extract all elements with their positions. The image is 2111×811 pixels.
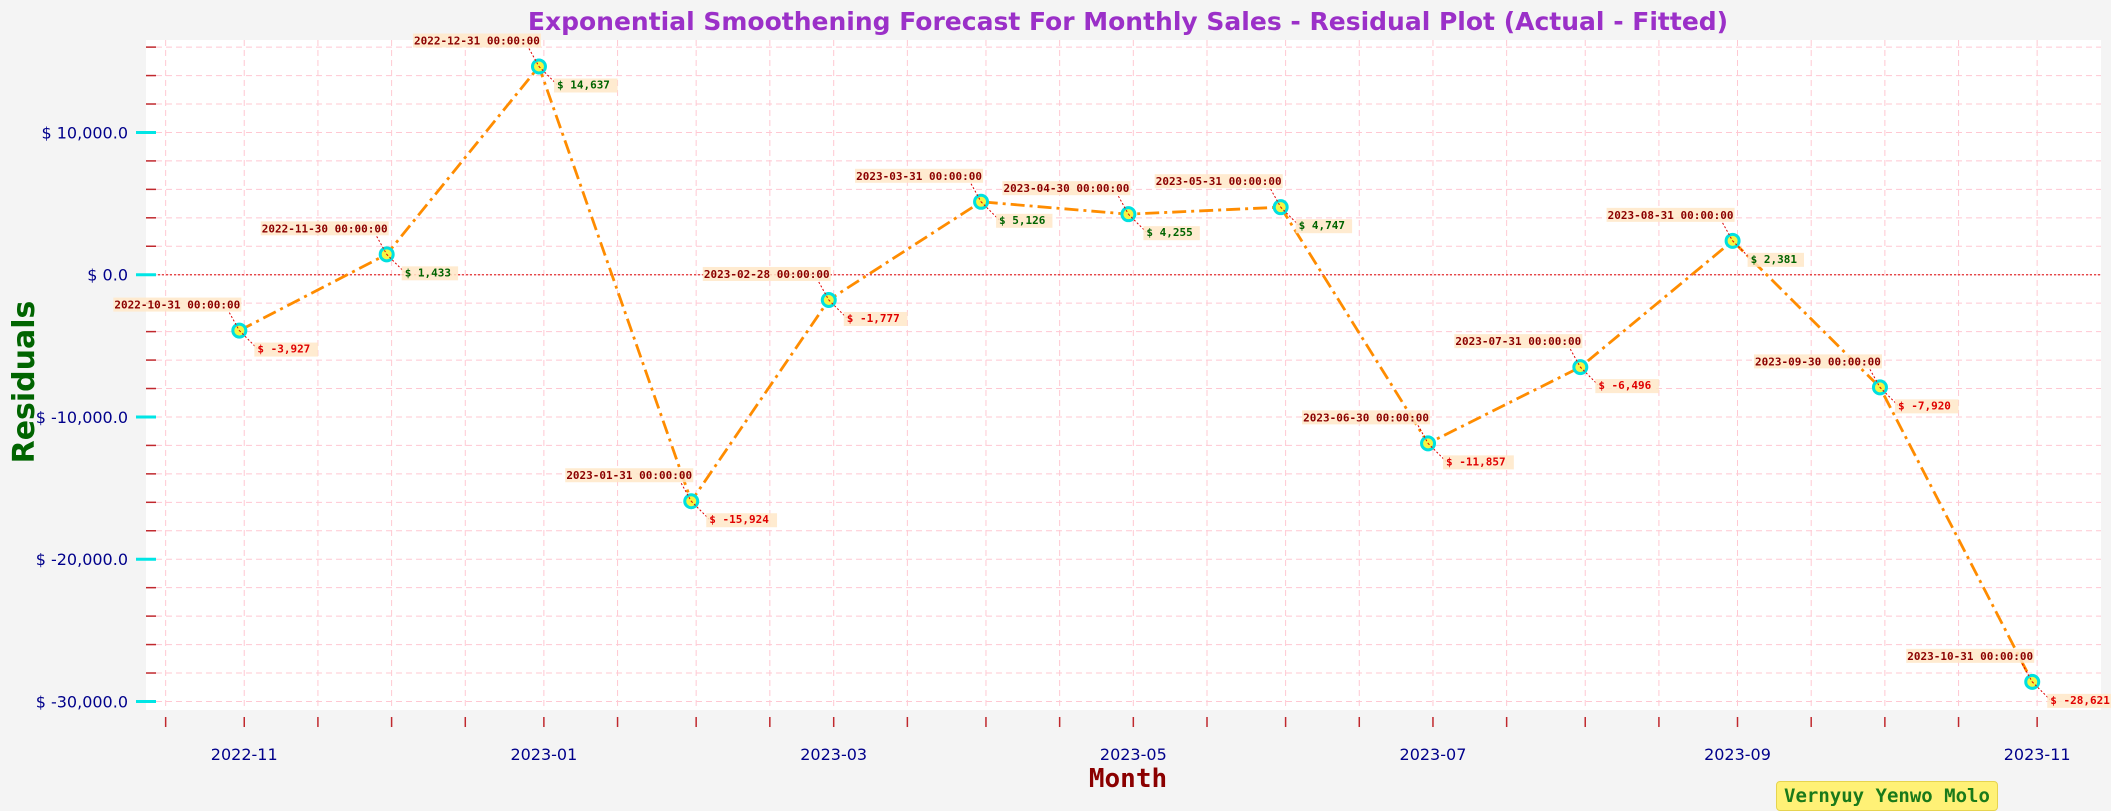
- date-label: 2023-09-30 00:00:00: [1755, 355, 1881, 368]
- y-tick-label: $ -30,000.0: [36, 692, 128, 711]
- value-label: $ 1,433: [405, 266, 451, 279]
- date-leader-line: [528, 48, 540, 67]
- value-label-box: [1747, 252, 1804, 267]
- value-label-box: [996, 213, 1053, 228]
- date-leader-line: [2021, 663, 2033, 683]
- date-label-box: [412, 33, 541, 48]
- value-label-box: [254, 342, 318, 357]
- value-leader-line: [238, 330, 258, 349]
- date-label-box: [855, 168, 984, 183]
- value-label: $ 5,126: [999, 214, 1046, 227]
- date-label: 2023-05-31 00:00:00: [1156, 175, 1282, 188]
- value-label-box: [401, 266, 459, 281]
- y-axis: $ 10,000.0 $ 0.0 $ -10,000.0 $ -20,000.0 $ -…: [36, 46, 156, 711]
- value-label: $ 14,637: [557, 79, 610, 92]
- date-label-box: [1753, 354, 1882, 369]
- date-leader-line: [970, 183, 982, 203]
- date-label: 2023-02-28 00:00:00: [704, 268, 830, 281]
- x-tick-label: 2023-05: [1100, 745, 1167, 764]
- date-leader-line: [1722, 222, 1734, 242]
- date-label: 2023-10-31 00:00:00: [1907, 650, 2033, 663]
- date-leader-line: [1869, 369, 1881, 388]
- value-label: $ -11,857: [1446, 455, 1506, 468]
- chart-title: Exponential Smoothening Forecast For Mon…: [528, 7, 1728, 36]
- date-leader-line: [228, 312, 240, 331]
- value-label: $ -1,777: [847, 312, 900, 325]
- date-leader-line: [1270, 188, 1282, 208]
- x-axis: 2022-11 2023-01 2023-03 2023-05 2023-07 2023-…: [164, 717, 2071, 764]
- date-label: 2023-03-31 00:00:00: [856, 170, 982, 183]
- date-label: 2023-04-30 00:00:00: [1003, 182, 1129, 195]
- value-label-box: [1894, 399, 1959, 414]
- y-axis-label: Residuals: [7, 301, 42, 464]
- date-label-box: [1302, 410, 1431, 425]
- x-tick-label: 2023-01: [510, 745, 577, 764]
- value-label-box: [843, 311, 908, 326]
- x-tick-label: 2023-11: [2004, 745, 2071, 764]
- plot-area: [146, 40, 2101, 710]
- value-label-box: [1443, 455, 1514, 470]
- value-label: $ -15,924: [709, 513, 769, 526]
- date-label: 2023-07-31 00:00:00: [1455, 335, 1581, 348]
- date-label-box: [1606, 207, 1735, 222]
- date-label-box: [260, 221, 389, 236]
- y-tick-label: $ -20,000.0: [36, 550, 128, 569]
- value-label-box: [1143, 226, 1200, 241]
- value-label-box: [2047, 693, 2111, 708]
- value-label: $ 2,381: [1751, 253, 1798, 266]
- date-label: 2023-06-30 00:00:00: [1303, 411, 1429, 424]
- date-label-box: [1154, 174, 1283, 189]
- y-tick-label: $ 10,000.0: [41, 123, 128, 142]
- x-tick-label: 2022-11: [211, 745, 278, 764]
- value-label-box: [553, 78, 618, 93]
- x-tick-label: 2023-07: [1400, 745, 1467, 764]
- date-label-box: [565, 468, 694, 483]
- date-leader-line: [376, 236, 388, 255]
- date-label: 2022-10-31 00:00:00: [114, 299, 240, 312]
- annotations-layer: 2022-10-31 00:00:00 $ -3,927 2022-11-30 00…: [113, 33, 2111, 708]
- y-tick-label: $ 0.0: [87, 266, 128, 285]
- date-label-box: [113, 297, 242, 312]
- value-label: $ 4,747: [1299, 219, 1345, 232]
- date-leader-line: [818, 281, 830, 301]
- date-label-box: [1454, 334, 1583, 349]
- date-label-box: [702, 266, 831, 281]
- x-tick-label: 2023-03: [800, 745, 867, 764]
- x-axis-label: Month: [1089, 764, 1167, 794]
- date-label: 2023-08-31 00:00:00: [1608, 209, 1734, 222]
- value-label: $ -28,621: [2050, 694, 2110, 707]
- date-label: 2023-01-31 00:00:00: [566, 469, 692, 482]
- y-tick-label: $ -10,000.0: [36, 408, 128, 427]
- author-credit: Vernyuy Yenwo Molo: [1776, 781, 1998, 811]
- date-leader-line: [680, 482, 692, 502]
- value-label: $ -6,496: [1598, 379, 1651, 392]
- date-label: 2022-11-30 00:00:00: [262, 222, 388, 235]
- date-label-box: [1906, 648, 2035, 663]
- value-label-box: [706, 513, 778, 528]
- value-label: $ -3,927: [257, 343, 310, 356]
- date-label-box: [1002, 181, 1131, 196]
- date-label: 2022-12-31 00:00:00: [414, 35, 540, 48]
- value-label: $ 4,255: [1146, 226, 1192, 239]
- value-label-box: [1595, 379, 1659, 394]
- date-leader-line: [1417, 425, 1429, 444]
- value-label: $ -7,920: [1898, 399, 1951, 412]
- x-tick-label: 2023-09: [1704, 745, 1771, 764]
- value-label-box: [1295, 219, 1353, 234]
- date-leader-line: [1569, 348, 1581, 368]
- date-leader-line: [1117, 195, 1129, 215]
